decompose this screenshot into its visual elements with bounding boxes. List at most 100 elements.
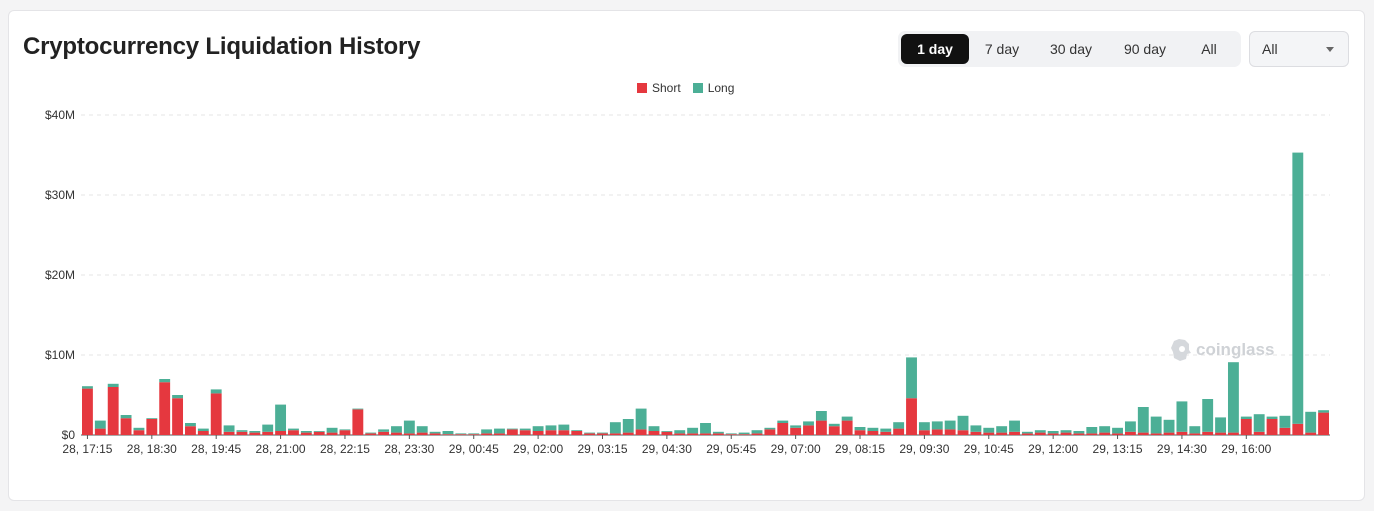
bar-long[interactable] [1279, 415, 1291, 428]
bar-short[interactable] [944, 429, 956, 435]
tab-all[interactable]: All [1201, 41, 1217, 57]
bar-short[interactable] [146, 419, 158, 435]
bar-short[interactable] [1047, 433, 1059, 435]
bar-short[interactable] [545, 430, 557, 435]
bar-long[interactable] [867, 427, 879, 431]
bar-short[interactable] [223, 431, 235, 435]
bar-short[interactable] [597, 433, 608, 435]
bar-short[interactable] [700, 433, 711, 435]
bar-short[interactable] [558, 430, 570, 435]
bar-long[interactable] [944, 420, 956, 430]
bar-long[interactable] [1176, 401, 1188, 432]
bar-short[interactable] [622, 432, 634, 435]
bar-long[interactable] [1318, 410, 1329, 413]
bar-long[interactable] [82, 386, 93, 389]
bar-short[interactable] [635, 429, 647, 435]
bar-long[interactable] [1202, 399, 1214, 432]
bar-long[interactable] [1124, 421, 1136, 432]
bar-short[interactable] [1060, 432, 1072, 435]
bar-long[interactable] [1086, 427, 1098, 434]
bar-long[interactable] [622, 419, 634, 433]
bar-short[interactable] [661, 431, 673, 435]
bar-long[interactable] [1266, 416, 1278, 419]
bar-short[interactable] [468, 434, 480, 435]
bar-short[interactable] [1176, 431, 1188, 435]
bar-long[interactable] [661, 431, 673, 432]
bar-long[interactable] [262, 424, 274, 432]
bar-long[interactable] [1305, 411, 1317, 433]
bar-short[interactable] [854, 430, 866, 435]
bar-short[interactable] [391, 432, 402, 435]
bar-short[interactable] [1279, 427, 1291, 435]
bar-long[interactable] [133, 427, 145, 431]
bar-long[interactable] [687, 427, 699, 434]
bar-short[interactable] [1189, 433, 1201, 435]
bar-long[interactable] [1150, 416, 1162, 434]
bar-long[interactable] [159, 379, 171, 383]
bar-long[interactable] [326, 427, 338, 433]
bar-short[interactable] [288, 430, 299, 435]
bar-short[interactable] [1266, 419, 1278, 435]
bar-long[interactable] [764, 427, 776, 430]
bar-short[interactable] [1163, 432, 1175, 435]
bar-long[interactable] [468, 433, 480, 435]
bar-short[interactable] [828, 426, 840, 435]
tab-30-day[interactable]: 30 day [1049, 41, 1093, 57]
bar-long[interactable] [1073, 431, 1085, 434]
bar-short[interactable] [326, 432, 338, 435]
bar-short[interactable] [403, 433, 415, 435]
bar-long[interactable] [313, 431, 325, 432]
bar-long[interactable] [918, 422, 930, 431]
bar-long[interactable] [893, 422, 905, 429]
bar-short[interactable] [236, 431, 248, 435]
bar-short[interactable] [764, 429, 776, 435]
bar-long[interactable] [1009, 420, 1020, 432]
bar-short[interactable] [210, 393, 222, 435]
bar-long[interactable] [815, 411, 827, 421]
bar-long[interactable] [609, 422, 621, 434]
bar-long[interactable] [545, 425, 557, 431]
bar-long[interactable] [828, 423, 840, 427]
bar-short[interactable] [725, 434, 737, 435]
bar-short[interactable] [880, 431, 892, 435]
bar-long[interactable] [416, 426, 428, 433]
bar-long[interactable] [674, 430, 686, 434]
bar-short[interactable] [249, 432, 261, 435]
bar-short[interactable] [648, 431, 660, 435]
bar-short[interactable] [1202, 431, 1214, 435]
bar-long[interactable] [1292, 152, 1304, 424]
bar-long[interactable] [352, 408, 364, 410]
bar-long[interactable] [94, 420, 106, 429]
bar-short[interactable] [300, 432, 312, 435]
bar-long[interactable] [197, 428, 209, 431]
bar-short[interactable] [1240, 419, 1252, 435]
bar-long[interactable] [738, 432, 750, 435]
bar-long[interactable] [571, 430, 583, 431]
bar-long[interactable] [120, 415, 132, 419]
bar-long[interactable] [249, 431, 261, 433]
bar-long[interactable] [223, 425, 235, 432]
bar-short[interactable] [674, 433, 686, 435]
bar-long[interactable] [519, 428, 531, 431]
bar-short[interactable] [1073, 433, 1085, 435]
bar-long[interactable] [558, 424, 570, 431]
bar-short[interactable] [172, 398, 184, 435]
bar-short[interactable] [1215, 432, 1226, 435]
bar-long[interactable] [635, 408, 647, 430]
bar-long[interactable] [442, 431, 454, 435]
bar-long[interactable] [378, 429, 390, 432]
bar-long[interactable] [1112, 427, 1123, 434]
bar-long[interactable] [1060, 430, 1072, 433]
bar-long[interactable] [494, 428, 505, 434]
bar-long[interactable] [236, 430, 248, 432]
bar-short[interactable] [1305, 432, 1317, 435]
legend-item-short[interactable]: Short [637, 81, 681, 95]
bar-long[interactable] [725, 433, 737, 435]
tab-1-day[interactable]: 1 day [901, 34, 969, 64]
legend-item-long[interactable]: Long [692, 81, 734, 95]
bar-long[interactable] [506, 428, 518, 430]
bar-long[interactable] [1099, 426, 1111, 433]
bar-short[interactable] [159, 382, 171, 435]
tab-90-day[interactable]: 90 day [1123, 41, 1167, 57]
bar-short[interactable] [94, 428, 106, 435]
